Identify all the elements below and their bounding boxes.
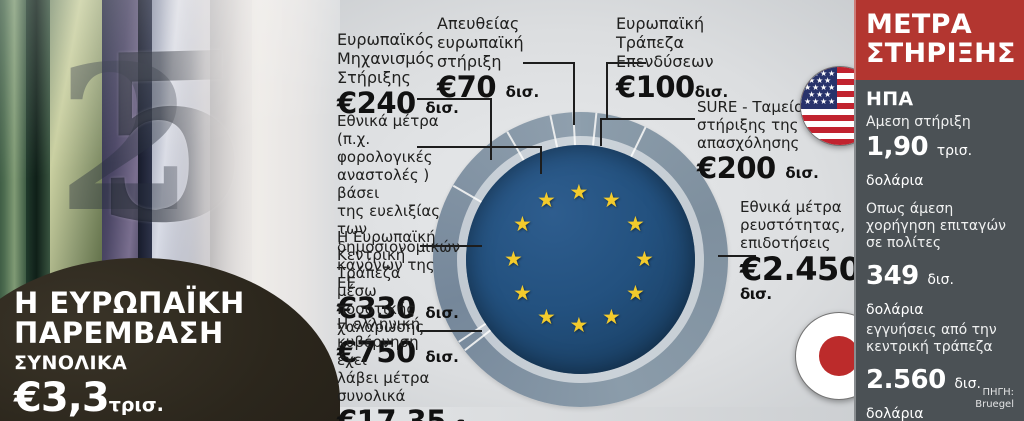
callout-greece-value: €17,35 — [337, 404, 446, 421]
usa-note-3: εγγυήσεις από την κεντρική τράπεζα — [866, 322, 997, 355]
callout-esm-amount: €240 δισ. — [337, 86, 459, 125]
callout-direct-text: Απευθείας ευρωπαϊκή στήριξη — [437, 14, 524, 71]
callout-liquidity-amount: €2.450 — [740, 252, 861, 286]
callout-ecb: Η Ευρωπαϊκή Κεντρική Τράπεζα μέσω ποσοτι… — [337, 228, 459, 374]
leader-line-greece — [420, 330, 482, 332]
leader-line-national-fiscal — [417, 146, 542, 148]
source-credit: ΠΗΓΗ: Bruegel — [975, 387, 1014, 411]
callout-ecb-value: €750 — [337, 335, 416, 369]
panel-country-usa: ΗΠΑ — [866, 88, 914, 110]
leader-line-sure-drop — [600, 118, 602, 146]
callout-eib-amount: €100δισ. — [616, 71, 766, 109]
leader-line-direct-drop — [573, 62, 575, 125]
usa-amount-1-unit: τρισ. δολάρια — [866, 143, 973, 189]
callout-liquidity-value: €2.450 — [740, 250, 861, 288]
leader-line-direct — [523, 62, 575, 64]
panel-header: ΜΕΤΡΑ ΣΤΗΡΙΞΗΣ — [854, 0, 1024, 80]
callout-greece-unit: δισ. — [456, 417, 490, 421]
headline-text-group: Η ΕΥΡΩΠΑΪΚΗ ΠΑΡΕΜΒΑΣΗ ΣΥΝΟΛΙΚΑ €3,3τρισ. — [14, 288, 314, 421]
headline-line-2: ΠΑΡΕΜΒΑΣΗ — [14, 316, 224, 350]
usa-amount-2-unit: δισ. δολάρια — [866, 272, 954, 318]
usa-amount-3: 2.560 δισ. δολάρια — [866, 365, 1012, 421]
callout-greece: Η ελληνική κυβέρνηση έχει λάβει μέτρα συ… — [337, 315, 489, 421]
callout-national-fiscal-value: €330 — [337, 291, 416, 325]
callout-liquidity: Εθνικά μέτρα ρευστότητας, επιδοτήσεις €2… — [740, 198, 861, 303]
callout-liquidity-unit: δισ. — [740, 285, 772, 303]
headline-total-amount: €3,3τρισ. — [14, 377, 314, 421]
eu-donut-chart: ★ ★ ★ ★ ★ ★ ★ ★ ★ ★ ★ ★ — [433, 112, 728, 407]
callout-eib-unit: δισ. — [694, 83, 729, 101]
callout-liquidity-text: Εθνικά μέτρα ρευστότητας, επιδοτήσεις — [740, 198, 846, 252]
headline-total-value: €3,3 — [14, 375, 110, 421]
panel-header-line-1: ΜΕΤΡΑ — [866, 9, 972, 40]
panel-header-line-2: ΣΤΗΡΙΞΗΣ — [866, 38, 1016, 69]
usa-amount-1: 1,90 τρισ. δολάρια — [866, 132, 1012, 192]
source-name: Bruegel — [975, 399, 1014, 410]
callout-direct-unit: δισ. — [505, 83, 540, 101]
callout-national-fiscal-amount: €330 δισ. — [337, 291, 459, 330]
callout-esm-value: €240 — [337, 86, 416, 120]
callout-greece-amount: €17,35 δισ. — [337, 404, 489, 421]
callout-sure-amount: €200 δισ. — [697, 151, 819, 190]
usa-amount-2-value: 349 — [866, 261, 919, 291]
callout-national-fiscal: Εθνικά μέτρα (π.χ. φορολογικές αναστολές… — [337, 112, 461, 330]
panel-left-edge — [854, 0, 856, 421]
leader-line-esm — [417, 98, 492, 100]
callout-ecb-unit: δισ. — [425, 348, 459, 366]
callout-eib-text: Ευρωπαϊκή Τράπεζα Επενδύσεων — [616, 14, 714, 71]
callout-esm-text: Ευρωπαϊκός Μηχανισμός Στήριξης — [337, 30, 435, 87]
callout-sure-text: SURE - Ταμείο στήριξης της απασχόλησης — [697, 98, 804, 152]
leader-line-ecb — [420, 245, 482, 247]
support-measures-panel: ΜΕΤΡΑ ΣΤΗΡΙΞΗΣ ΗΠΑ Αμεση στήριξη 1,90 τρ… — [854, 0, 1024, 421]
callout-ecb-amount: €750 δισ. — [337, 335, 459, 374]
callout-ecb-text: Η Ευρωπαϊκή Κεντρική Τράπεζα μέσω ποσοτι… — [337, 228, 436, 336]
leader-line-eib-drop — [606, 62, 608, 120]
callout-direct: Απευθείας ευρωπαϊκή στήριξη €70 δισ. — [437, 14, 567, 109]
headline-line-1: Η ΕΥΡΩΠΑΪΚΗ — [14, 286, 245, 320]
callout-sure-unit: δισ. — [785, 164, 819, 182]
callout-direct-value: €70 — [437, 70, 497, 104]
callout-esm: Ευρωπαϊκός Μηχανισμός Στήριξης €240 δισ. — [337, 30, 459, 125]
callout-eib: Ευρωπαϊκή Τράπεζα Επενδύσεων €100δισ. — [616, 14, 766, 109]
leader-line-liquidity — [718, 255, 756, 257]
callout-direct-amount: €70 δισ. — [437, 71, 567, 109]
usa-note-2: Οπως άμεση χορήγηση επιταγών σε πολίτες — [866, 201, 1006, 251]
eu-flag-disc: ★ ★ ★ ★ ★ ★ ★ ★ ★ ★ ★ ★ — [466, 145, 695, 374]
panel-body: ΗΠΑ Αμεση στήριξη 1,90 τρισ. δολάρια Οπω… — [854, 80, 1024, 421]
source-label: ΠΗΓΗ: — [982, 387, 1015, 398]
leader-line-eib — [606, 62, 646, 64]
usa-amount-1-value: 1,90 — [866, 132, 929, 162]
leader-line-national-fiscal-drop — [540, 146, 542, 174]
callout-national-fiscal-text: Εθνικά μέτρα (π.χ. φορολογικές αναστολές… — [337, 112, 461, 292]
callout-sure-value: €200 — [697, 151, 776, 185]
usa-note-1: Αμεση στήριξη — [866, 114, 971, 130]
leader-line-sure — [600, 118, 695, 120]
callout-eib-value: €100 — [616, 70, 695, 104]
headline-total-unit: τρισ. — [108, 394, 164, 416]
usa-amount-3-unit: δισ. δολάρια — [866, 376, 981, 421]
callout-sure: SURE - Ταμείο στήριξης της απασχόλησης €… — [697, 98, 819, 190]
leader-line-esm-drop — [490, 98, 492, 160]
usa-amount-3-value: 2.560 — [866, 365, 946, 395]
headline-subtitle: ΣΥΝΟΛΙΚΑ — [14, 352, 128, 374]
callout-esm-unit: δισ. — [425, 99, 459, 117]
usa-amount-2: 349 δισ. δολάρια — [866, 261, 1012, 321]
callout-national-fiscal-unit: δισ. — [425, 304, 459, 322]
callout-greece-text: Η ελληνική κυβέρνηση έχει λάβει μέτρα συ… — [337, 315, 430, 405]
